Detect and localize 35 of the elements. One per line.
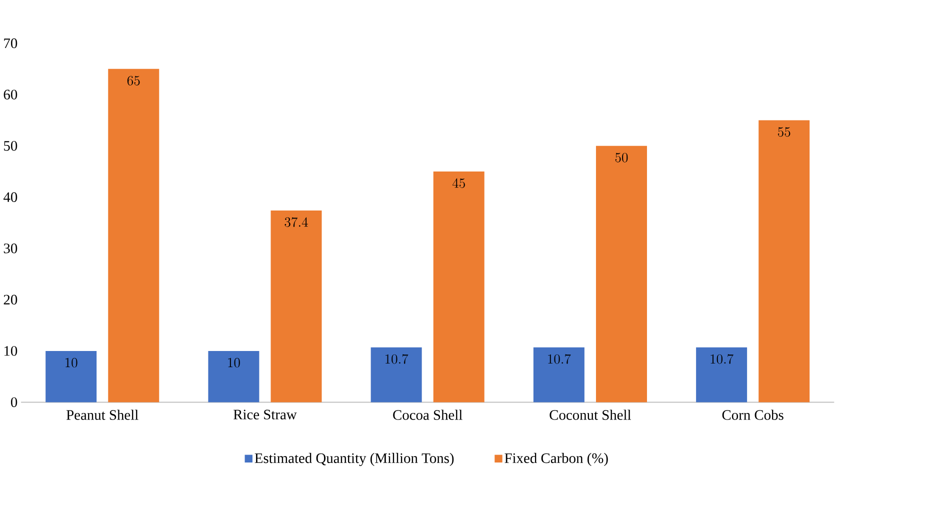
bar: [108, 68, 160, 402]
bar: [758, 120, 810, 402]
bar: [370, 347, 422, 402]
bar: [46, 350, 97, 402]
data-label: 10.7: [386, 354, 408, 364]
y-tick-label: 0: [10, 397, 18, 408]
y-tick-label: 10: [4, 346, 18, 356]
y-tick-label: 40: [4, 192, 18, 202]
data-label: 10.7: [710, 354, 734, 364]
data-label: 45: [452, 178, 465, 188]
data-label: 55: [778, 127, 790, 137]
bar: [696, 347, 748, 402]
data-label: 10: [66, 358, 78, 368]
x-tick-label: Cocoa Shell: [393, 410, 462, 420]
bar: [433, 171, 484, 402]
bar: [270, 210, 322, 402]
x-tick-label: Rice Straw: [234, 410, 297, 420]
x-tick-label: Peanut Shell: [66, 410, 138, 420]
data-label: 65: [127, 76, 140, 86]
data-label: 37.4: [284, 217, 308, 227]
data-label: 10: [228, 358, 240, 368]
y-tick-label: 70: [4, 38, 18, 48]
y-tick-label: 20: [4, 294, 18, 305]
bar: [208, 350, 260, 402]
legend-label: Estimated Quantity (Million Tons): [254, 452, 454, 466]
data-label: 50: [615, 152, 628, 162]
legend-label: Fixed Carbon (%): [504, 452, 608, 466]
y-tick-label: 60: [4, 90, 18, 100]
y-tick-label: 30: [4, 243, 18, 254]
data-label: 10.7: [548, 354, 571, 364]
x-tick-label: Coconut Shell: [550, 410, 631, 420]
y-tick-label: 50: [4, 140, 18, 151]
bar: [533, 347, 584, 402]
bar: [596, 146, 647, 402]
x-tick-label: Corn Cobs: [722, 410, 784, 420]
